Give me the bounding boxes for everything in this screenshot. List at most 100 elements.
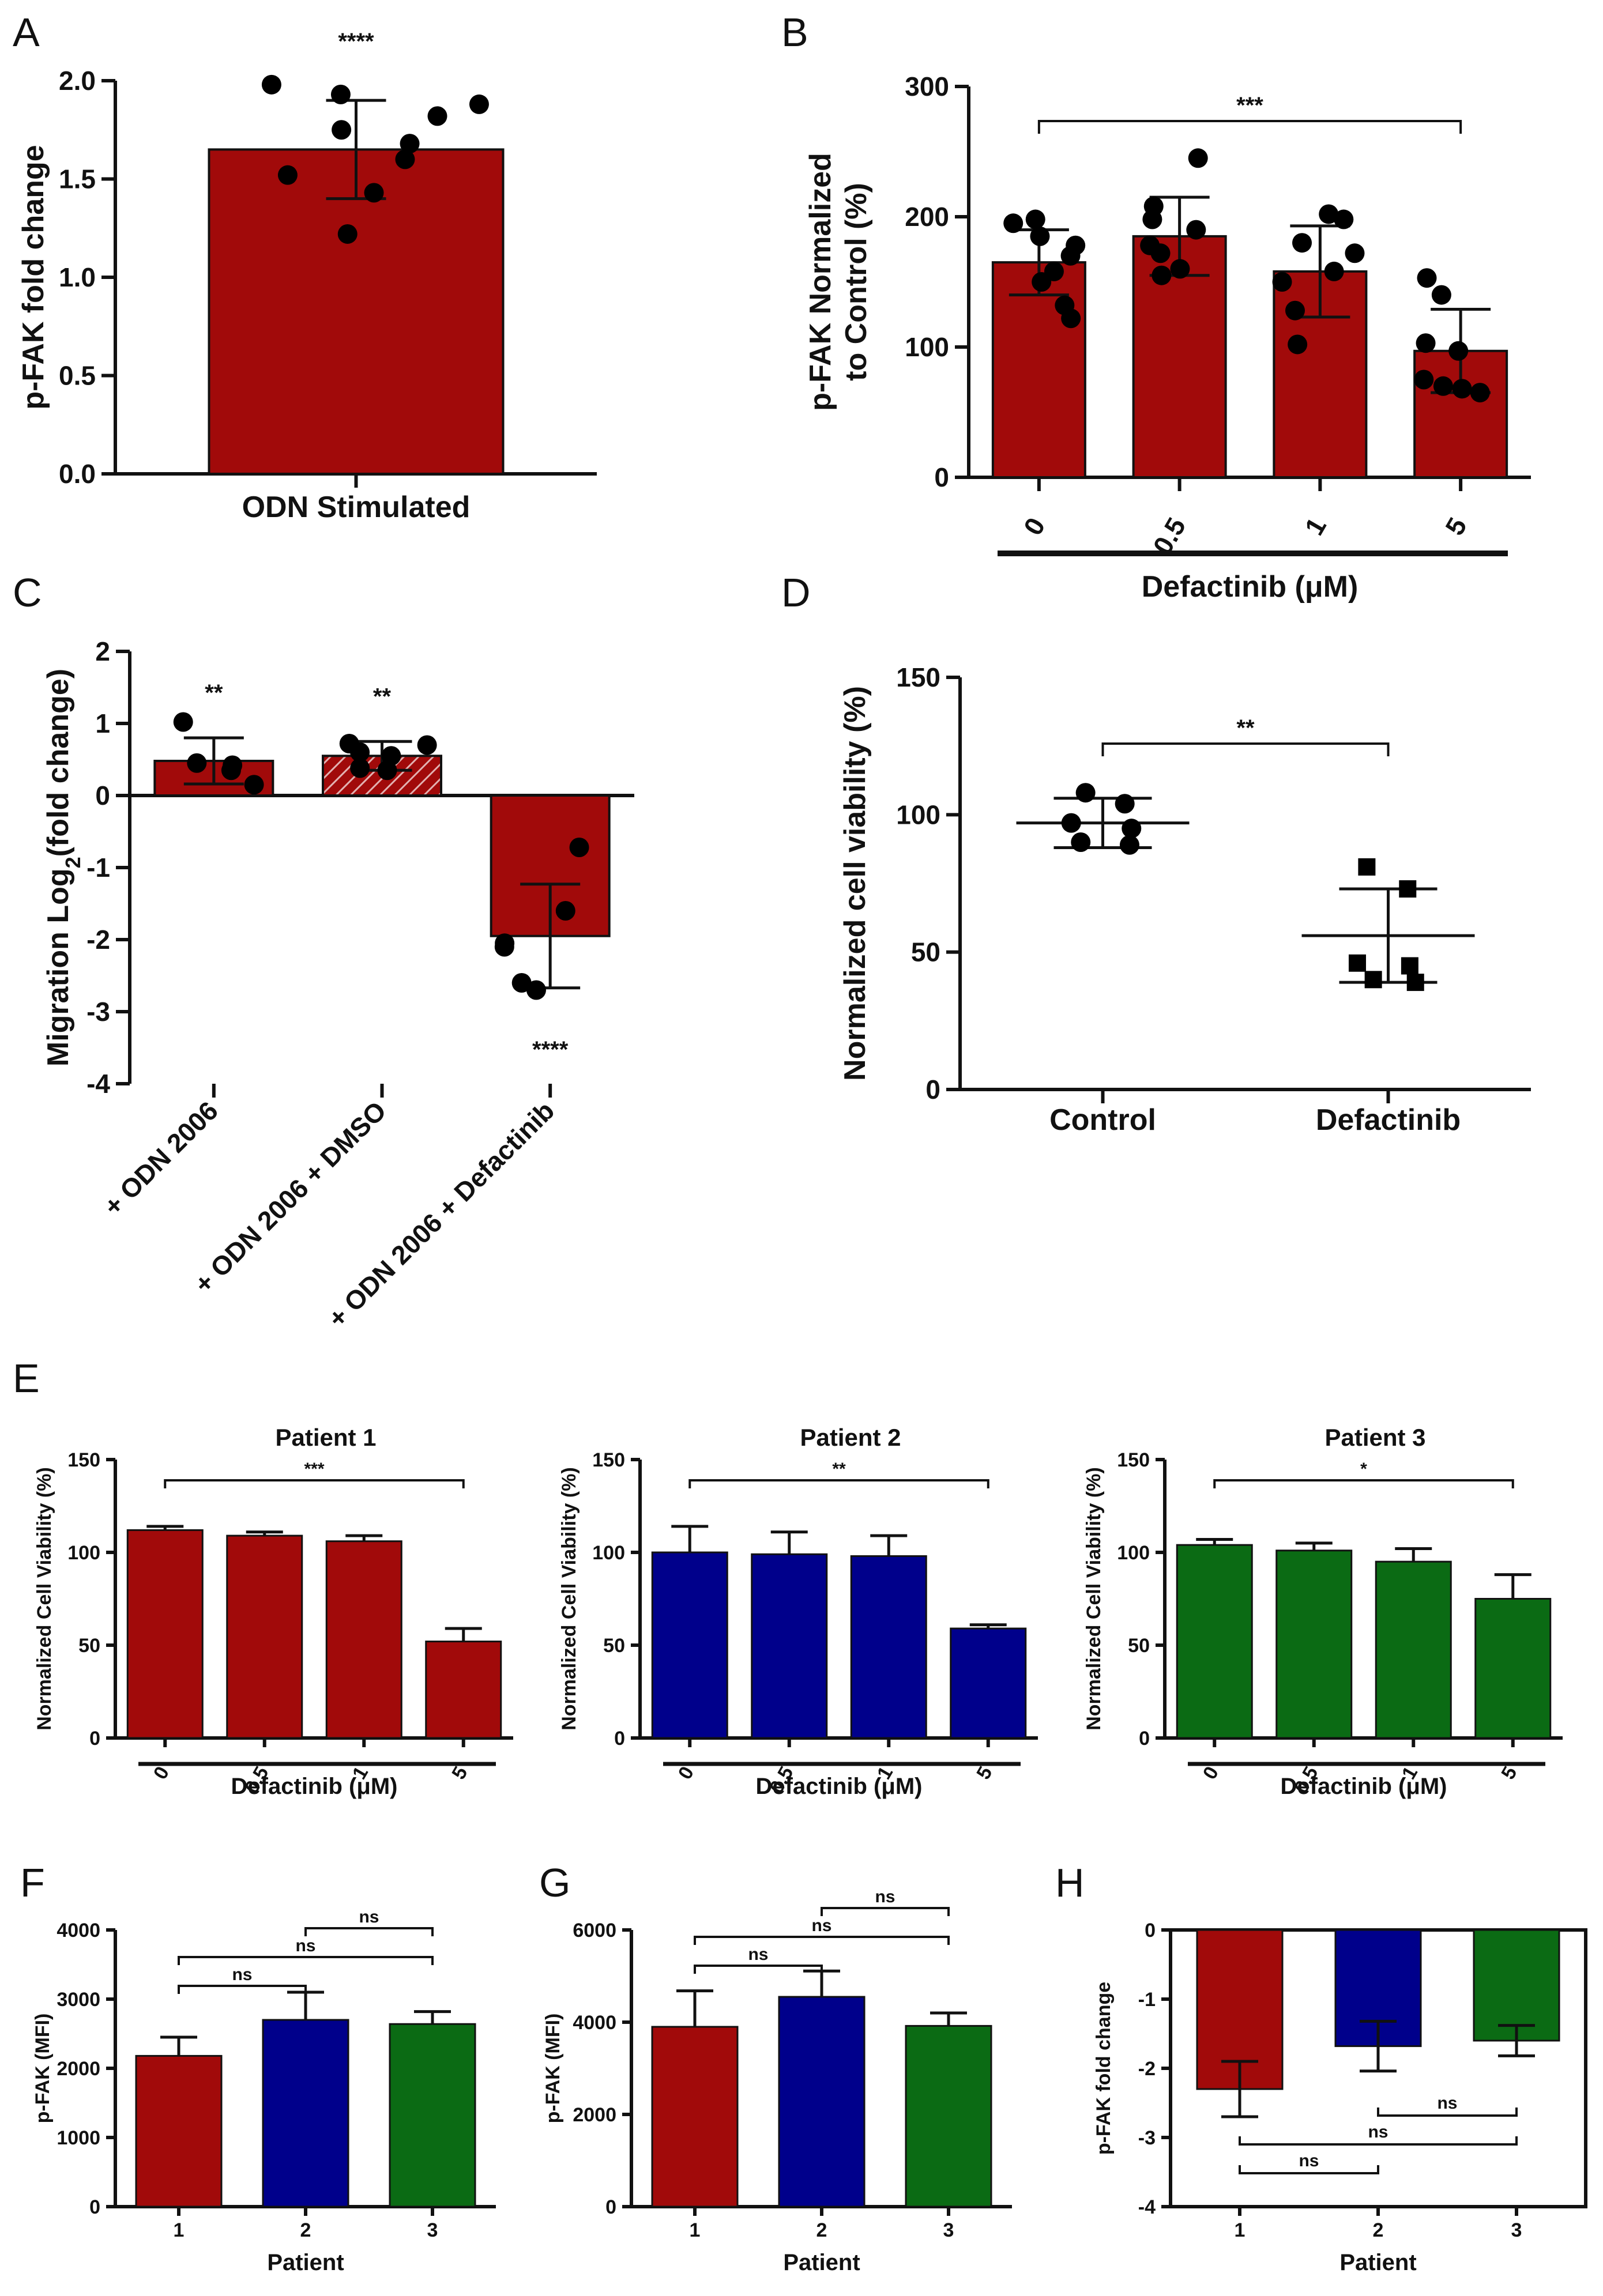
- y-tick-label: 150: [1117, 1449, 1150, 1471]
- significance-label: ns: [295, 1936, 315, 1955]
- y-tick-label: 300: [905, 71, 949, 101]
- x-tick-label: 3: [943, 2219, 954, 2241]
- y-tick-label: -3: [1138, 2127, 1156, 2149]
- significance-label: ****: [338, 29, 374, 54]
- data-point: [1186, 220, 1206, 240]
- panel-label-c: C: [13, 570, 42, 615]
- data-point: [1075, 783, 1096, 803]
- chart-panel-g: 0 2000 4000 6000 p-FAK (MFI) 1 2 3 Patient ns ns ns: [542, 1887, 1012, 2275]
- data-point: [400, 134, 420, 154]
- data-point: [350, 742, 370, 762]
- data-point: [1358, 858, 1376, 876]
- bar: [126, 1529, 204, 1739]
- y-axis-title: Normalized cell viability (%): [838, 686, 872, 1081]
- y-tick-label: 0: [89, 2196, 100, 2218]
- significance-bracket: [694, 1936, 950, 1945]
- significance-bracket: [1037, 120, 1462, 134]
- significance-bracket: [304, 1927, 434, 1936]
- x-tick-label: ODN Stimulated: [242, 491, 471, 524]
- y-tick-label: 100: [905, 332, 949, 362]
- bar: [651, 2026, 739, 2208]
- data-point: [337, 224, 358, 244]
- y-axis-title: Migration Log2(fold change): [42, 669, 85, 1066]
- y-axis-title: p-FAK (MFI): [542, 2014, 564, 2124]
- x-axis-title: Patient: [783, 2250, 860, 2275]
- bar: [850, 1555, 927, 1739]
- data-point: [1292, 233, 1312, 253]
- y-tick-label: 200: [905, 202, 949, 232]
- data-point: [1406, 974, 1424, 991]
- x-tick-label: + ODN 2006: [97, 1095, 223, 1221]
- y-tick-label: 2: [95, 636, 110, 666]
- data-point: [1152, 265, 1172, 285]
- significance-bracket: [178, 1985, 307, 1994]
- panel-label-e: E: [13, 1356, 40, 1401]
- chart-panel-a: 0.0 0.5 1.0 1.5 2.0 p-FAK fold change ODN Stim…: [17, 29, 597, 524]
- y-tick-label: 100: [896, 800, 940, 830]
- x-tick-label: 2: [300, 2219, 311, 2241]
- data-point: [569, 838, 589, 857]
- bar: [1176, 1544, 1253, 1739]
- significance-bracket: [164, 1479, 465, 1488]
- y-tick-label: 50: [603, 1635, 625, 1657]
- chart-panel-f: 0 1000 2000 3000 4000 p-FAK (MFI) 1 2 3 Patient ns…: [32, 1907, 496, 2275]
- data-point: [364, 183, 384, 203]
- bar: [905, 2024, 992, 2208]
- panel-label-b: B: [781, 10, 808, 55]
- data-point: [1416, 333, 1436, 353]
- significance-label: **: [205, 680, 223, 706]
- bar: [1275, 1549, 1353, 1739]
- data-point: [1061, 813, 1081, 833]
- bar: [389, 2023, 476, 2208]
- y-axis-title: p-FAK fold change: [17, 145, 50, 409]
- data-point: [1122, 819, 1142, 839]
- data-point: [469, 94, 489, 114]
- x-tick-label: 5: [1439, 512, 1473, 540]
- y-axis-title-part: (fold change): [42, 669, 75, 857]
- data-point: [427, 106, 447, 126]
- data-point: [1433, 376, 1453, 396]
- significance-label: ns: [811, 1916, 831, 1935]
- y-tick-label: 0: [934, 462, 949, 492]
- y-tick-label: 4000: [57, 1920, 100, 1941]
- significance-label: **: [832, 1460, 846, 1479]
- data-point: [1030, 226, 1050, 246]
- x-tick-label: Defactinib: [1316, 1103, 1461, 1137]
- data-point: [1348, 954, 1366, 972]
- x-tick-label: 3: [427, 2219, 438, 2241]
- data-point: [1071, 832, 1091, 852]
- data-point: [1119, 835, 1139, 855]
- y-tick-label: 100: [592, 1542, 625, 1564]
- bar: [262, 2019, 349, 2208]
- significance-label: ***: [1236, 93, 1263, 118]
- y-tick-label: -3: [86, 997, 110, 1027]
- y-tick-label: 0.5: [59, 361, 96, 391]
- chart-title: Patient 2: [800, 1424, 901, 1451]
- data-point: [1188, 148, 1208, 168]
- data-point: [1399, 880, 1417, 898]
- significance-bracket: [1377, 2108, 1518, 2117]
- data-point: [1150, 243, 1171, 263]
- y-tick-label: 3000: [57, 1989, 100, 2011]
- data-point: [1060, 246, 1081, 266]
- y-tick-label: 0.0: [59, 459, 96, 489]
- data-point: [1061, 308, 1081, 329]
- x-axis-title: Defactinib (μM): [1142, 570, 1359, 604]
- y-tick-label: 6000: [573, 1920, 616, 1941]
- data-point: [1115, 794, 1135, 814]
- y-tick-label: 0: [925, 1075, 940, 1104]
- data-point: [494, 937, 514, 957]
- x-tick-label: 2: [1373, 2219, 1384, 2241]
- chart-panel-h: -4 -3 -2 -1 0 p-FAK fold change 1 2 3 Patient ns ns…: [1093, 1920, 1587, 2275]
- x-axis-title: Patient: [1339, 2250, 1416, 2275]
- y-tick-label: 0: [605, 2196, 616, 2218]
- significance-label: *: [1360, 1460, 1367, 1479]
- data-point: [395, 149, 415, 169]
- y-tick-label: 0: [1139, 1728, 1150, 1750]
- y-tick-label: 150: [592, 1449, 625, 1471]
- y-tick-label: 0: [614, 1728, 625, 1750]
- y-axis-title: p-FAK fold change: [1093, 1982, 1115, 2155]
- significance-label: ns: [1437, 2094, 1457, 2113]
- data-point: [1288, 334, 1308, 355]
